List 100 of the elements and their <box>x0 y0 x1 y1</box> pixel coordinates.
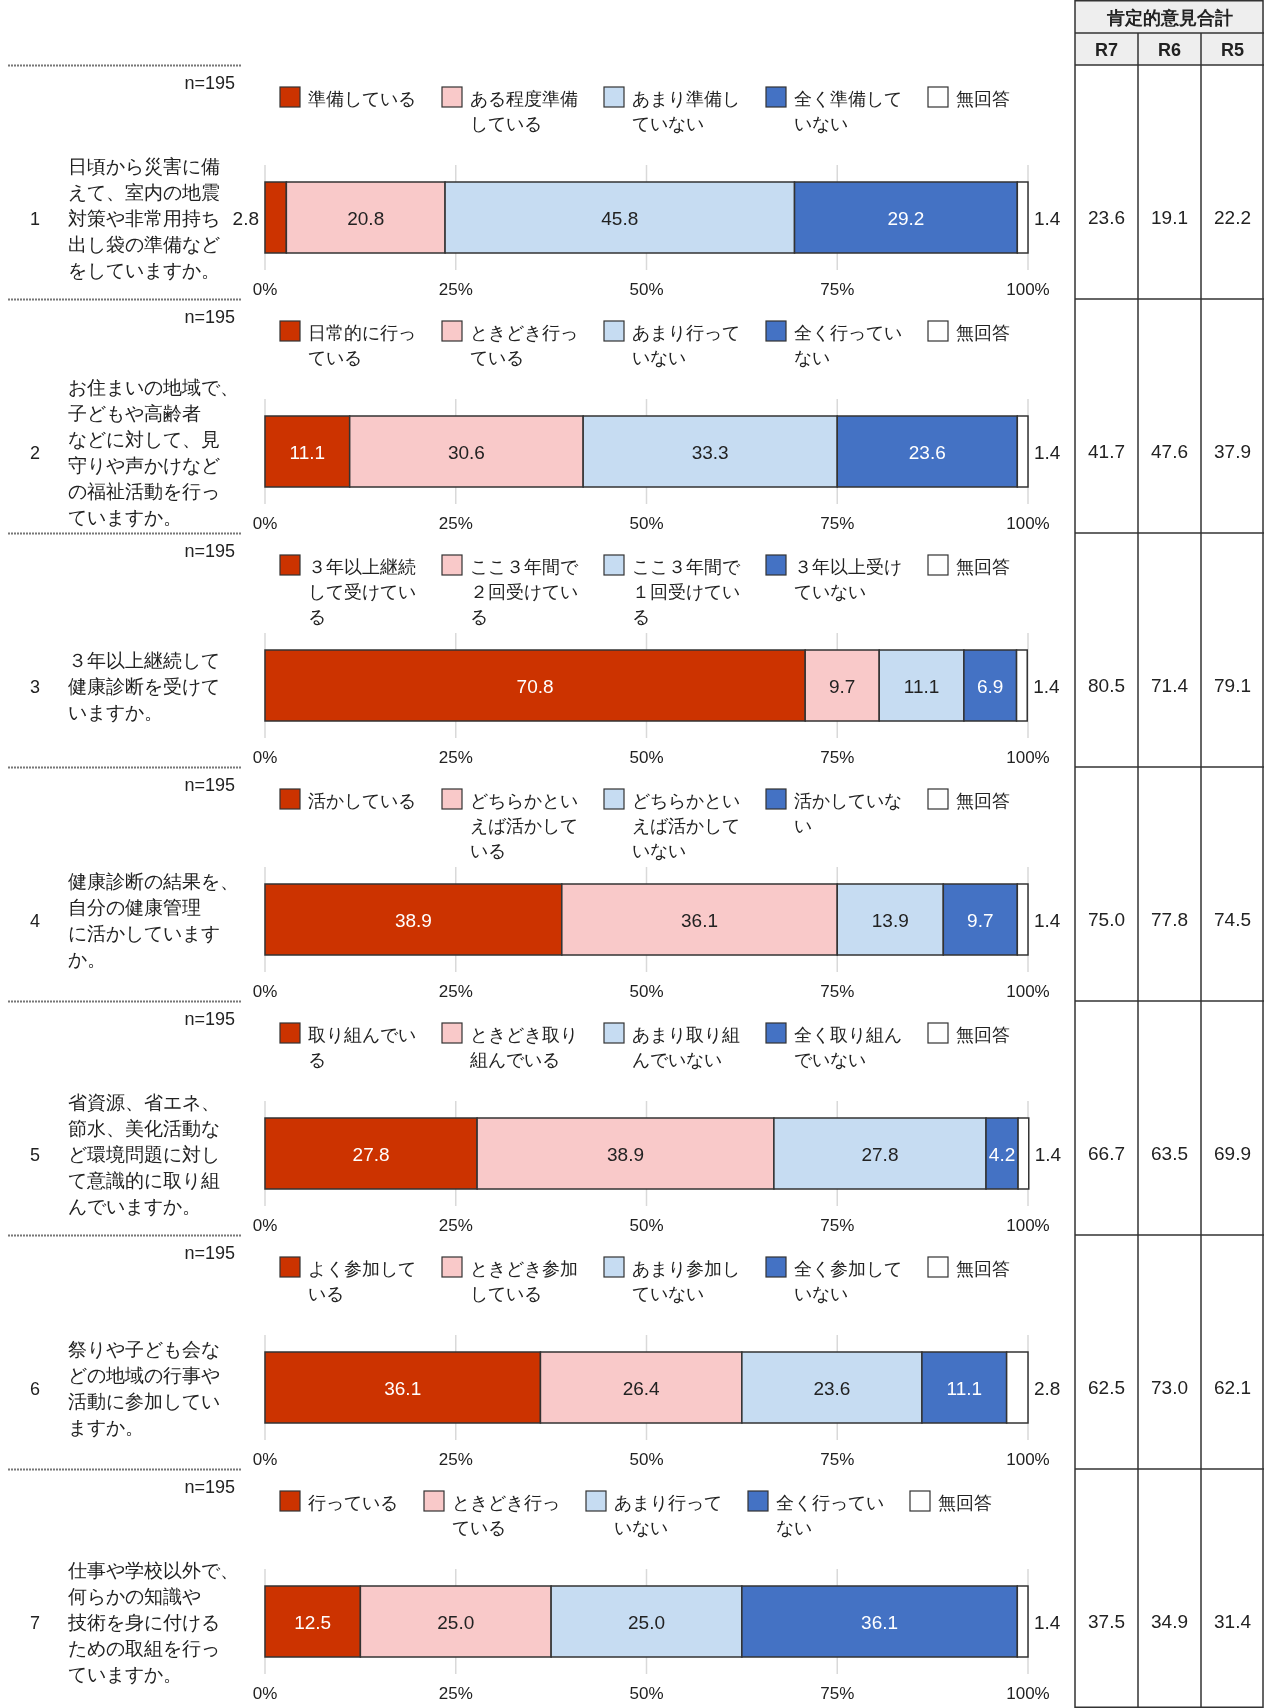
text: お住まいの地域で、子どもや高齢者などに対して、見守りや声かけなどの福祉活動を行っていますか。 <box>68 376 239 528</box>
text: n=195 <box>184 1243 235 1263</box>
data-label: 11.1 <box>289 441 326 463</box>
x-tick-label: 25% <box>438 514 473 533</box>
text: 31.4 <box>1214 1611 1251 1632</box>
data-label: 38.9 <box>394 909 432 931</box>
text: 22.2 <box>1214 207 1251 228</box>
legend-label: あまり行っていない <box>614 1493 722 1538</box>
data-label: 12.5 <box>294 1611 332 1633</box>
text: n=195 <box>184 775 235 795</box>
legend-label: 全く準備していない <box>794 89 902 134</box>
text: 62.5 <box>1088 1377 1125 1398</box>
x-tick-label: 50% <box>629 982 664 1001</box>
x-tick-label: 0% <box>252 748 278 767</box>
text: n=195 <box>184 307 235 327</box>
legend-label: 行っている <box>308 1493 398 1513</box>
legend-label: 全く参加していない <box>794 1259 902 1304</box>
data-label: 1.4 <box>1034 441 1061 463</box>
data-label: 33.3 <box>691 441 729 463</box>
text: 66.7 <box>1088 1143 1125 1164</box>
text: 62.1 <box>1214 1377 1251 1398</box>
text: 1 <box>29 208 41 229</box>
legend-label: 活かしていない <box>794 791 902 836</box>
data-label: 45.8 <box>601 207 639 229</box>
text: 3 <box>29 676 41 697</box>
x-tick-label: 75% <box>820 1450 855 1469</box>
x-tick-label: 50% <box>629 280 664 299</box>
legend-label: ある程度準備している <box>470 89 578 134</box>
legend-label: どちらかといえば活かしている <box>470 791 578 861</box>
text: 74.5 <box>1214 909 1251 930</box>
text: 23.6 <box>1088 207 1125 228</box>
data-label: 2.8 <box>1034 1377 1061 1399</box>
legend-label: 無回答 <box>956 1259 1010 1279</box>
text: 5 <box>29 1144 41 1165</box>
x-tick-label: 100% <box>1006 514 1050 533</box>
x-tick-label: 100% <box>1006 1450 1050 1469</box>
data-label: 27.8 <box>861 1143 899 1165</box>
x-tick-label: 50% <box>629 1450 664 1469</box>
text: 37.9 <box>1214 441 1251 462</box>
legend-label: よく参加している <box>308 1259 416 1304</box>
x-tick-label: 50% <box>629 1684 664 1703</box>
text: 41.7 <box>1088 441 1125 462</box>
x-tick-label: 75% <box>820 1216 855 1235</box>
text: 7 <box>29 1612 41 1633</box>
x-tick-label: 100% <box>1006 1216 1050 1235</box>
data-label: 38.9 <box>607 1143 645 1165</box>
text: n=195 <box>184 1477 235 1497</box>
data-label: 1.4 <box>1033 675 1061 697</box>
legend-label: ３年以上継続して受けている <box>308 557 416 627</box>
text: 祭りや子ども会などの地域の行事や活動に参加していますか。 <box>68 1338 220 1438</box>
data-label: 11.1 <box>903 675 940 697</box>
data-label: 1.4 <box>1034 1143 1062 1165</box>
legend-label: あまり取り組んでいない <box>632 1025 740 1070</box>
legend-label: 無回答 <box>938 1493 992 1513</box>
text: n=195 <box>184 1009 235 1029</box>
x-tick-label: 100% <box>1006 280 1050 299</box>
text: 健康診断の結果を、自分の健康管理に活かしていますか。 <box>68 870 239 970</box>
legend-label: 準備している <box>308 89 416 109</box>
text: 2 <box>29 442 41 463</box>
data-label: 70.8 <box>516 675 554 697</box>
legend-label: 無回答 <box>956 323 1010 343</box>
x-tick-label: 25% <box>438 982 473 1001</box>
text: 日頃から災害に備えて、室内の地震対策や非常用持ち出し袋の準備などをしていますか。 <box>68 155 220 281</box>
data-label: 30.6 <box>447 441 485 463</box>
text: 77.8 <box>1151 909 1188 930</box>
data-label: 1.4 <box>1034 909 1061 931</box>
text: 37.5 <box>1088 1611 1125 1632</box>
x-tick-label: 75% <box>820 514 855 533</box>
data-label: 13.9 <box>871 909 909 931</box>
category-label: R7 <box>1094 40 1119 60</box>
x-tick-label: 50% <box>629 748 664 767</box>
data-label: 36.1 <box>384 1377 422 1399</box>
category-label: R6 <box>1157 40 1182 60</box>
x-tick-label: 0% <box>252 280 278 299</box>
data-label: 25.0 <box>437 1611 475 1633</box>
data-label: 29.2 <box>887 207 925 229</box>
text: 19.1 <box>1151 207 1188 228</box>
data-label: 9.7 <box>967 909 994 931</box>
data-label: 1.4 <box>1034 207 1061 229</box>
text: 75.0 <box>1088 909 1125 930</box>
text: 肯定的意見合計 <box>1105 8 1233 28</box>
legend-label: 全く行っていない <box>776 1493 884 1538</box>
x-tick-label: 75% <box>820 1684 855 1703</box>
text: 80.5 <box>1088 675 1125 696</box>
legend-label: あまり参加していない <box>632 1259 740 1304</box>
text: 仕事や学校以外で、何らかの知識や技術を身に付けるための取組を行っていますか。 <box>67 1559 239 1685</box>
legend-label: ときどき参加している <box>470 1259 578 1304</box>
text: 71.4 <box>1151 675 1188 696</box>
text: 省資源、省エネ、節水、美化活動など環境問題に対して意識的に取り組んでいますか。 <box>68 1091 220 1217</box>
data-label: 9.7 <box>829 675 856 697</box>
text: 34.9 <box>1151 1611 1188 1632</box>
x-tick-label: 25% <box>438 748 473 767</box>
text: n=195 <box>184 73 235 93</box>
legend-label: 無回答 <box>956 1025 1010 1045</box>
x-tick-label: 100% <box>1006 982 1050 1001</box>
x-tick-label: 25% <box>438 1684 473 1703</box>
data-label: 27.8 <box>352 1143 390 1165</box>
data-label: 23.6 <box>813 1377 851 1399</box>
legend-label: あまり準備していない <box>632 89 740 134</box>
legend-label: 無回答 <box>956 89 1010 109</box>
